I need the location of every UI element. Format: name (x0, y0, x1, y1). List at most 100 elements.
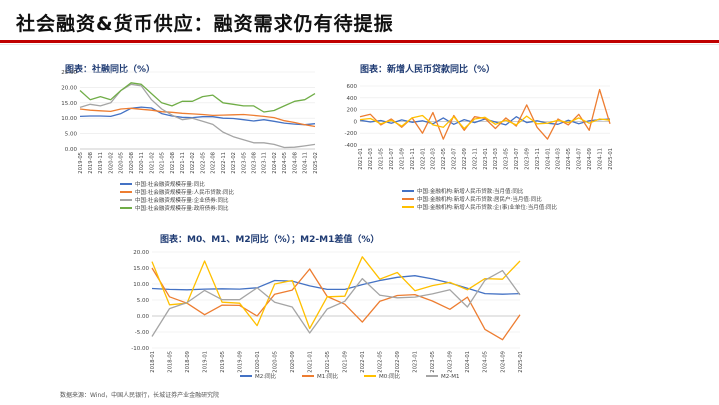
chart3-legend-label: M2:同比 (255, 372, 277, 380)
chart2-legend-label: 中国:金融机构:新增人民币贷款:居民户:当月值:同比 (417, 195, 542, 203)
chart1-x-tick-label: 2021-08 (170, 152, 176, 174)
chart2-y-tick-label: 600 (347, 84, 358, 90)
chart1-x-tick-label: 2024-05 (282, 152, 288, 174)
chart3-x-tick-label: 2019-09 (237, 351, 243, 373)
chart2-legend-label: 中国:金融机构:新增人民币贷款:当月值:同比 (417, 187, 524, 195)
chart2-x-tick-label: 2023-11 (535, 148, 541, 170)
chart3-y-tick-label: 10.00 (133, 282, 149, 288)
chart3-x-tick-label: 2019-05 (220, 351, 226, 373)
chart2-title: 图表：新增人民币贷款同比（%） (360, 65, 496, 75)
chart2-x-tick-label: 2024-05 (566, 148, 572, 170)
chart3-y-tick-label: -10.00 (131, 346, 149, 352)
chart3-series-line-3 (151, 256, 521, 330)
chart3-x-tick-label: 2023-09 (448, 351, 454, 373)
chart3-x-tick-label: 2023-01 (413, 351, 419, 373)
chart2-x-tick-label: 2022-11 (472, 148, 478, 170)
chart1-x-tick-label: 2024-08 (292, 152, 298, 174)
chart2-x-tick-label: 2022-03 (431, 148, 437, 170)
chart2-x-tick-label: 2021-05 (379, 148, 385, 170)
chart1-series-line-2 (79, 107, 316, 128)
chart1-x-tick-label: 2023-02 (231, 152, 237, 174)
chart3-x-tick-label: 2022-09 (395, 351, 401, 373)
chart1-y-tick-label: 20.00 (61, 85, 77, 91)
chart1-x-tick-label: 2022-08 (211, 152, 217, 174)
chart3-x-tick-label: 2018-05 (167, 351, 173, 373)
chart3-x-tick-label: 2025-01 (518, 351, 524, 373)
chart3-series-line-4 (151, 269, 521, 337)
chart2-series-line-3 (359, 114, 611, 130)
chart2-x-tick-label: 2024-01 (545, 148, 551, 170)
chart3-x-tick-label: 2021-09 (343, 351, 349, 373)
source-note: 数据来源：Wind，中国人民银行，长城证券产业金融研究院 (60, 392, 220, 399)
chart3-legend-label: M2-M1 (441, 374, 459, 380)
chart2-x-tick-label: 2022-07 (452, 148, 458, 170)
chart2-y-tick-label: 0 (354, 119, 358, 125)
chart3-y-tick-label: -5.00 (135, 330, 150, 336)
chart1-x-tick-label: 2019-08 (88, 152, 94, 174)
chart1-title: 图表：社融同比（%） (65, 65, 156, 75)
chart1-x-tick-label: 2023-05 (241, 152, 247, 174)
chart1-x-tick-label: 2023-08 (251, 152, 257, 174)
chart2-x-tick-label: 2021-01 (358, 148, 364, 170)
chart2-x-tick-label: 2024-09 (587, 148, 593, 170)
chart2-x-tick-label: 2021-03 (368, 148, 374, 170)
chart2-x-tick-label: 2023-07 (514, 148, 520, 170)
title-underline (0, 40, 719, 43)
chart3-x-tick-label: 2022-01 (360, 351, 366, 373)
chart3-x-tick-label: 2021-01 (308, 351, 314, 373)
chart2-y-tick-label: 200 (347, 108, 358, 114)
chart2-x-tick-label: 2021-09 (399, 148, 405, 170)
title-underline-shadow (0, 44, 719, 45)
chart1-series-line-3 (79, 83, 316, 149)
chart1-x-tick-label: 2020-08 (129, 152, 135, 174)
chart3-y-tick-label: 20.00 (133, 250, 149, 256)
chart1-x-tick-label: 2024-11 (303, 152, 309, 174)
chart2-x-tick-label: 2022-01 (420, 148, 426, 170)
chart3-x-tick-label: 2022-05 (378, 351, 384, 373)
chart1-x-tick-label: 2020-05 (119, 152, 125, 174)
chart2-y-tick-label: -400 (345, 143, 358, 149)
chart1-legend-label: 中国:社会融资规模存量:人民币贷款:同比 (135, 188, 235, 196)
chart2-x-tick-label: 2023-09 (524, 148, 530, 170)
chart1-x-tick-label: 2021-02 (149, 152, 155, 174)
chart3-x-tick-label: 2018-09 (185, 351, 191, 373)
chart1-x-tick-label: 2023-11 (262, 152, 268, 174)
chart3-x-tick-label: 2020-09 (290, 351, 296, 373)
chart1-x-tick-label: 2022-05 (200, 152, 206, 174)
chart3-title: 图表：M0、M1、M2同比（%）；M2-M1差值（%） (160, 235, 380, 245)
chart3-y-tick-label: 0.00 (137, 314, 150, 320)
chart1-x-tick-label: 2020-02 (108, 152, 114, 174)
chart1-y-tick-label: 10.00 (61, 116, 77, 122)
chart1-y-tick-label: 5.00 (65, 132, 78, 138)
chart2-x-tick-label: 2022-05 (441, 148, 447, 170)
chart2-x-tick-label: 2023-03 (493, 148, 499, 170)
chart1-series-line-1 (79, 106, 316, 126)
chart1-series-line-4 (79, 82, 316, 113)
chart1-x-tick-label: 2021-11 (180, 152, 186, 174)
chart2-x-tick-label: 2023-05 (504, 148, 510, 170)
chart1-legend-label: 中国:社会融资规模存量:同比 (135, 180, 205, 188)
chart3-legend-label: M1:同比 (317, 372, 339, 380)
chart1-x-tick-label: 2021-05 (160, 152, 166, 174)
chart2-x-tick-label: 2021-07 (389, 148, 395, 170)
chart3-x-tick-label: 2021-05 (325, 351, 331, 373)
chart3-x-tick-label: 2018-01 (150, 351, 156, 373)
chart1-x-tick-label: 2024-02 (272, 152, 278, 174)
chart2-x-tick-label: 2024-07 (577, 148, 583, 170)
chart2-y-tick-label: 400 (347, 96, 358, 102)
chart3-y-tick-label: 15.00 (133, 266, 149, 272)
chart2-x-tick-label: 2022-09 (462, 148, 468, 170)
chart3-series-line-2 (151, 267, 521, 341)
chart2-x-tick-label: 2023-01 (483, 148, 489, 170)
chart1-x-tick-label: 2019-11 (98, 152, 104, 174)
chart2-series-line-2 (359, 88, 611, 140)
chart2-x-tick-label: 2025-01 (608, 148, 614, 170)
chart1-legend-label: 中国:社会融资规模存量:企业债券:同比 (135, 196, 229, 204)
chart2-y-tick-label: -200 (345, 131, 358, 137)
slide-title: 社会融资&货币供应：融资需求仍有待提振 (16, 13, 394, 35)
chart1-x-tick-label: 2022-11 (221, 152, 227, 174)
chart2-x-tick-label: 2024-03 (556, 148, 562, 170)
chart3-x-tick-label: 2020-01 (255, 351, 261, 373)
chart3-y-tick-label: 5.00 (137, 298, 150, 304)
chart3-x-tick-label: 2024-05 (483, 351, 489, 373)
